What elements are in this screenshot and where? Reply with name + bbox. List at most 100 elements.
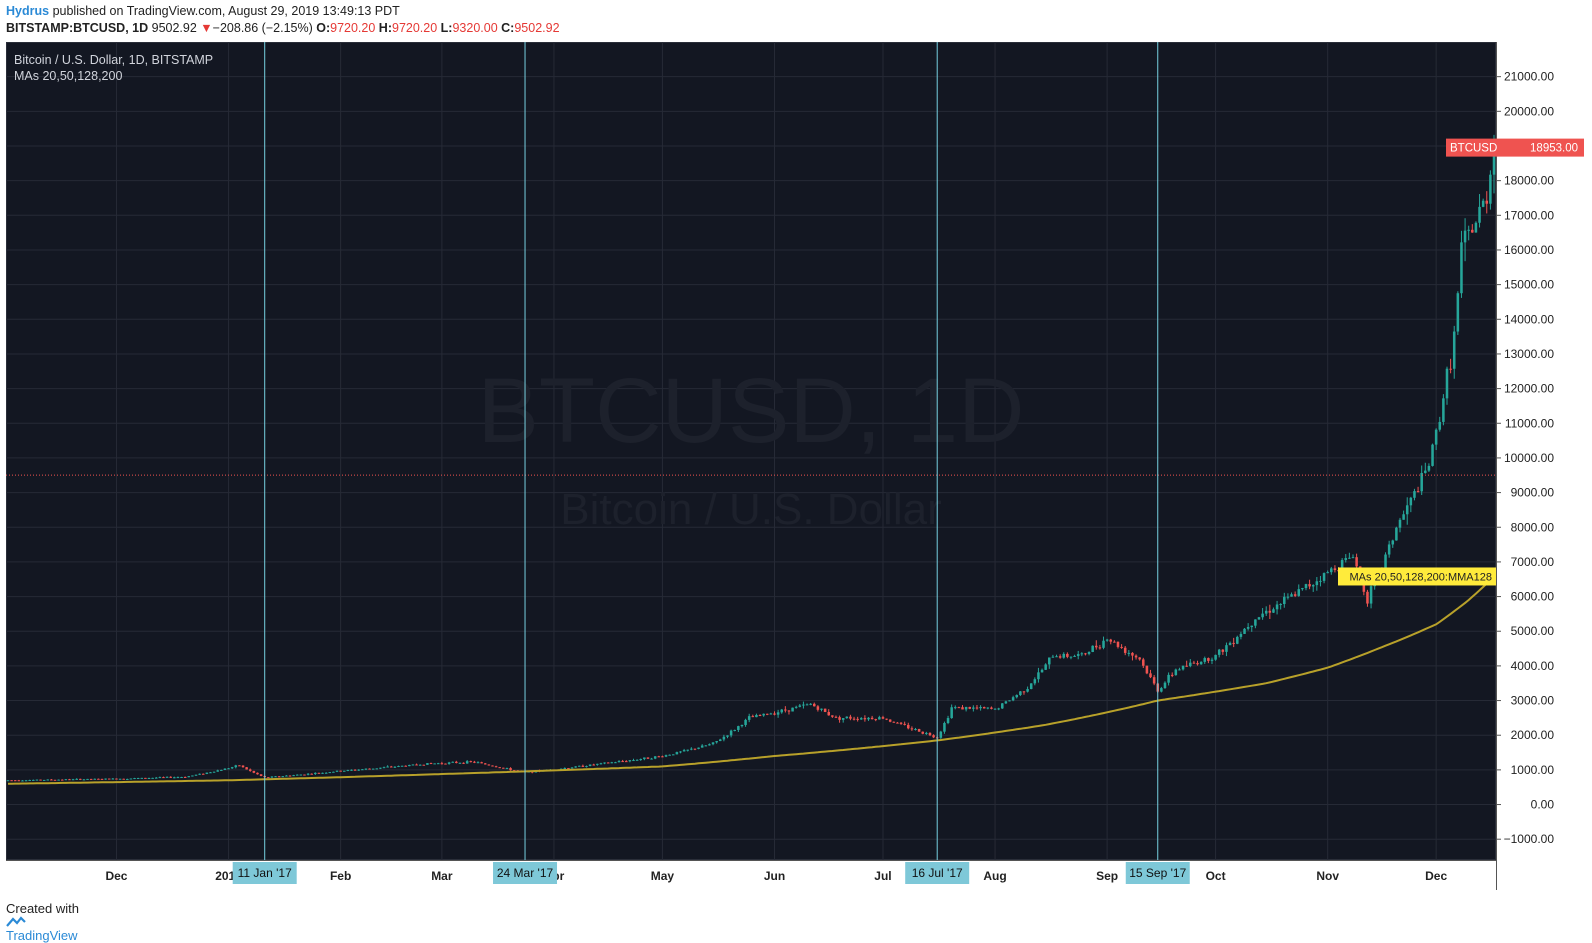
candle-down [787, 710, 791, 712]
y-tick-label: 18000.00 [1504, 174, 1554, 188]
candle-up [118, 778, 122, 780]
candle-up [328, 772, 332, 774]
candle-down [1366, 591, 1369, 604]
marker-label: 24 Mar '17 [497, 866, 554, 880]
candle-up [1203, 658, 1207, 662]
candle-up [230, 767, 234, 769]
candle-up [1239, 633, 1243, 637]
candle-down [79, 778, 82, 780]
price-chart[interactable]: −1000.00 0.00 1000.00 2000.00 3000.00 4000.00… [6, 42, 1586, 890]
candle-down [512, 770, 516, 772]
candle-up [1452, 331, 1456, 369]
candle-down [957, 707, 961, 709]
candle-down [17, 780, 21, 782]
candle-up [1301, 588, 1304, 590]
candle-down [621, 761, 624, 763]
candle-up [794, 706, 798, 708]
candle-up [295, 774, 299, 776]
marker-label: 16 Jul '17 [912, 866, 963, 880]
open-value: 9720.20 [330, 21, 376, 35]
chart-container[interactable]: −1000.00 0.00 1000.00 2000.00 3000.00 4000.00… [6, 42, 1586, 910]
watermark-description: Bitcoin / U.S. Dollar [560, 485, 941, 534]
x-tick-label: Jul [874, 869, 891, 883]
candle-up [979, 706, 982, 709]
candle-up [6, 780, 10, 782]
candle-up [747, 716, 751, 720]
candle-down [267, 777, 270, 779]
candle-up [1029, 683, 1033, 690]
candle-down [1207, 658, 1210, 661]
candle-up [223, 768, 227, 770]
candle-up [93, 778, 97, 780]
candle-up [1387, 544, 1391, 555]
candle-down [144, 777, 147, 779]
y-tick-label: 3000.00 [1511, 694, 1555, 708]
candle-up [335, 770, 339, 772]
candle-up [35, 779, 39, 781]
candle-down [885, 718, 888, 720]
candle-down [389, 766, 393, 768]
candle-up [993, 708, 997, 710]
y-tick-label: 10000.00 [1504, 451, 1554, 465]
candle-up [379, 767, 382, 769]
marker-label-bg [493, 862, 558, 884]
candle-down [917, 728, 921, 732]
candle-down [1084, 653, 1087, 655]
candle-down [968, 706, 972, 709]
candle-up [158, 777, 162, 779]
candle-down [856, 718, 859, 720]
y-tick-label: 15000.00 [1504, 278, 1554, 292]
x-tick-label: Nov [1316, 869, 1339, 883]
candle-down [896, 722, 899, 724]
candle-up [1102, 640, 1105, 648]
candle-down [107, 778, 111, 780]
candle-up [563, 768, 567, 770]
candle-up [614, 762, 617, 764]
candle-up [1395, 527, 1398, 541]
candle-up [964, 706, 968, 710]
candle-up [820, 708, 823, 710]
candle-down [1355, 557, 1358, 567]
candle-down [852, 718, 856, 720]
candle-down [404, 765, 407, 767]
candle-up [1413, 491, 1416, 498]
candle-down [252, 770, 256, 773]
candle-down [1058, 656, 1062, 658]
candle-up [780, 709, 784, 713]
candle-down [339, 770, 342, 772]
candle-down [39, 779, 42, 781]
author-name[interactable]: Hydrus [6, 4, 50, 18]
candle-up [690, 748, 693, 750]
candle-down [115, 778, 118, 780]
candle-up [191, 775, 194, 777]
candle-down [241, 765, 245, 768]
candle-up [42, 779, 46, 781]
marker-label-bg [1125, 862, 1190, 884]
candle-down [990, 707, 993, 709]
candle-up [281, 776, 285, 778]
candle-up [1431, 444, 1434, 466]
candle-up [946, 718, 950, 724]
candle-up [737, 726, 740, 730]
candle-up [165, 776, 169, 778]
candle-up [588, 764, 592, 767]
candle-down [169, 776, 172, 778]
candle-down [907, 724, 910, 729]
candle-down [245, 767, 248, 770]
candle-up [802, 704, 805, 706]
candle-down [288, 775, 292, 777]
candle-up [740, 724, 744, 727]
candle-down [201, 773, 205, 775]
candle-up [776, 712, 780, 715]
candle-down [277, 776, 281, 778]
x-tick-label: Oct [1206, 869, 1226, 883]
candle-up [668, 754, 671, 756]
candle-down [368, 768, 371, 770]
ma128-line [8, 575, 1495, 785]
price-label-bg [1446, 138, 1584, 157]
candle-up [1315, 581, 1319, 586]
candle-down [303, 774, 306, 776]
candle-down [1192, 662, 1196, 664]
candle-down [1098, 647, 1102, 649]
tradingview-brand-link[interactable]: TradingView [6, 928, 78, 943]
